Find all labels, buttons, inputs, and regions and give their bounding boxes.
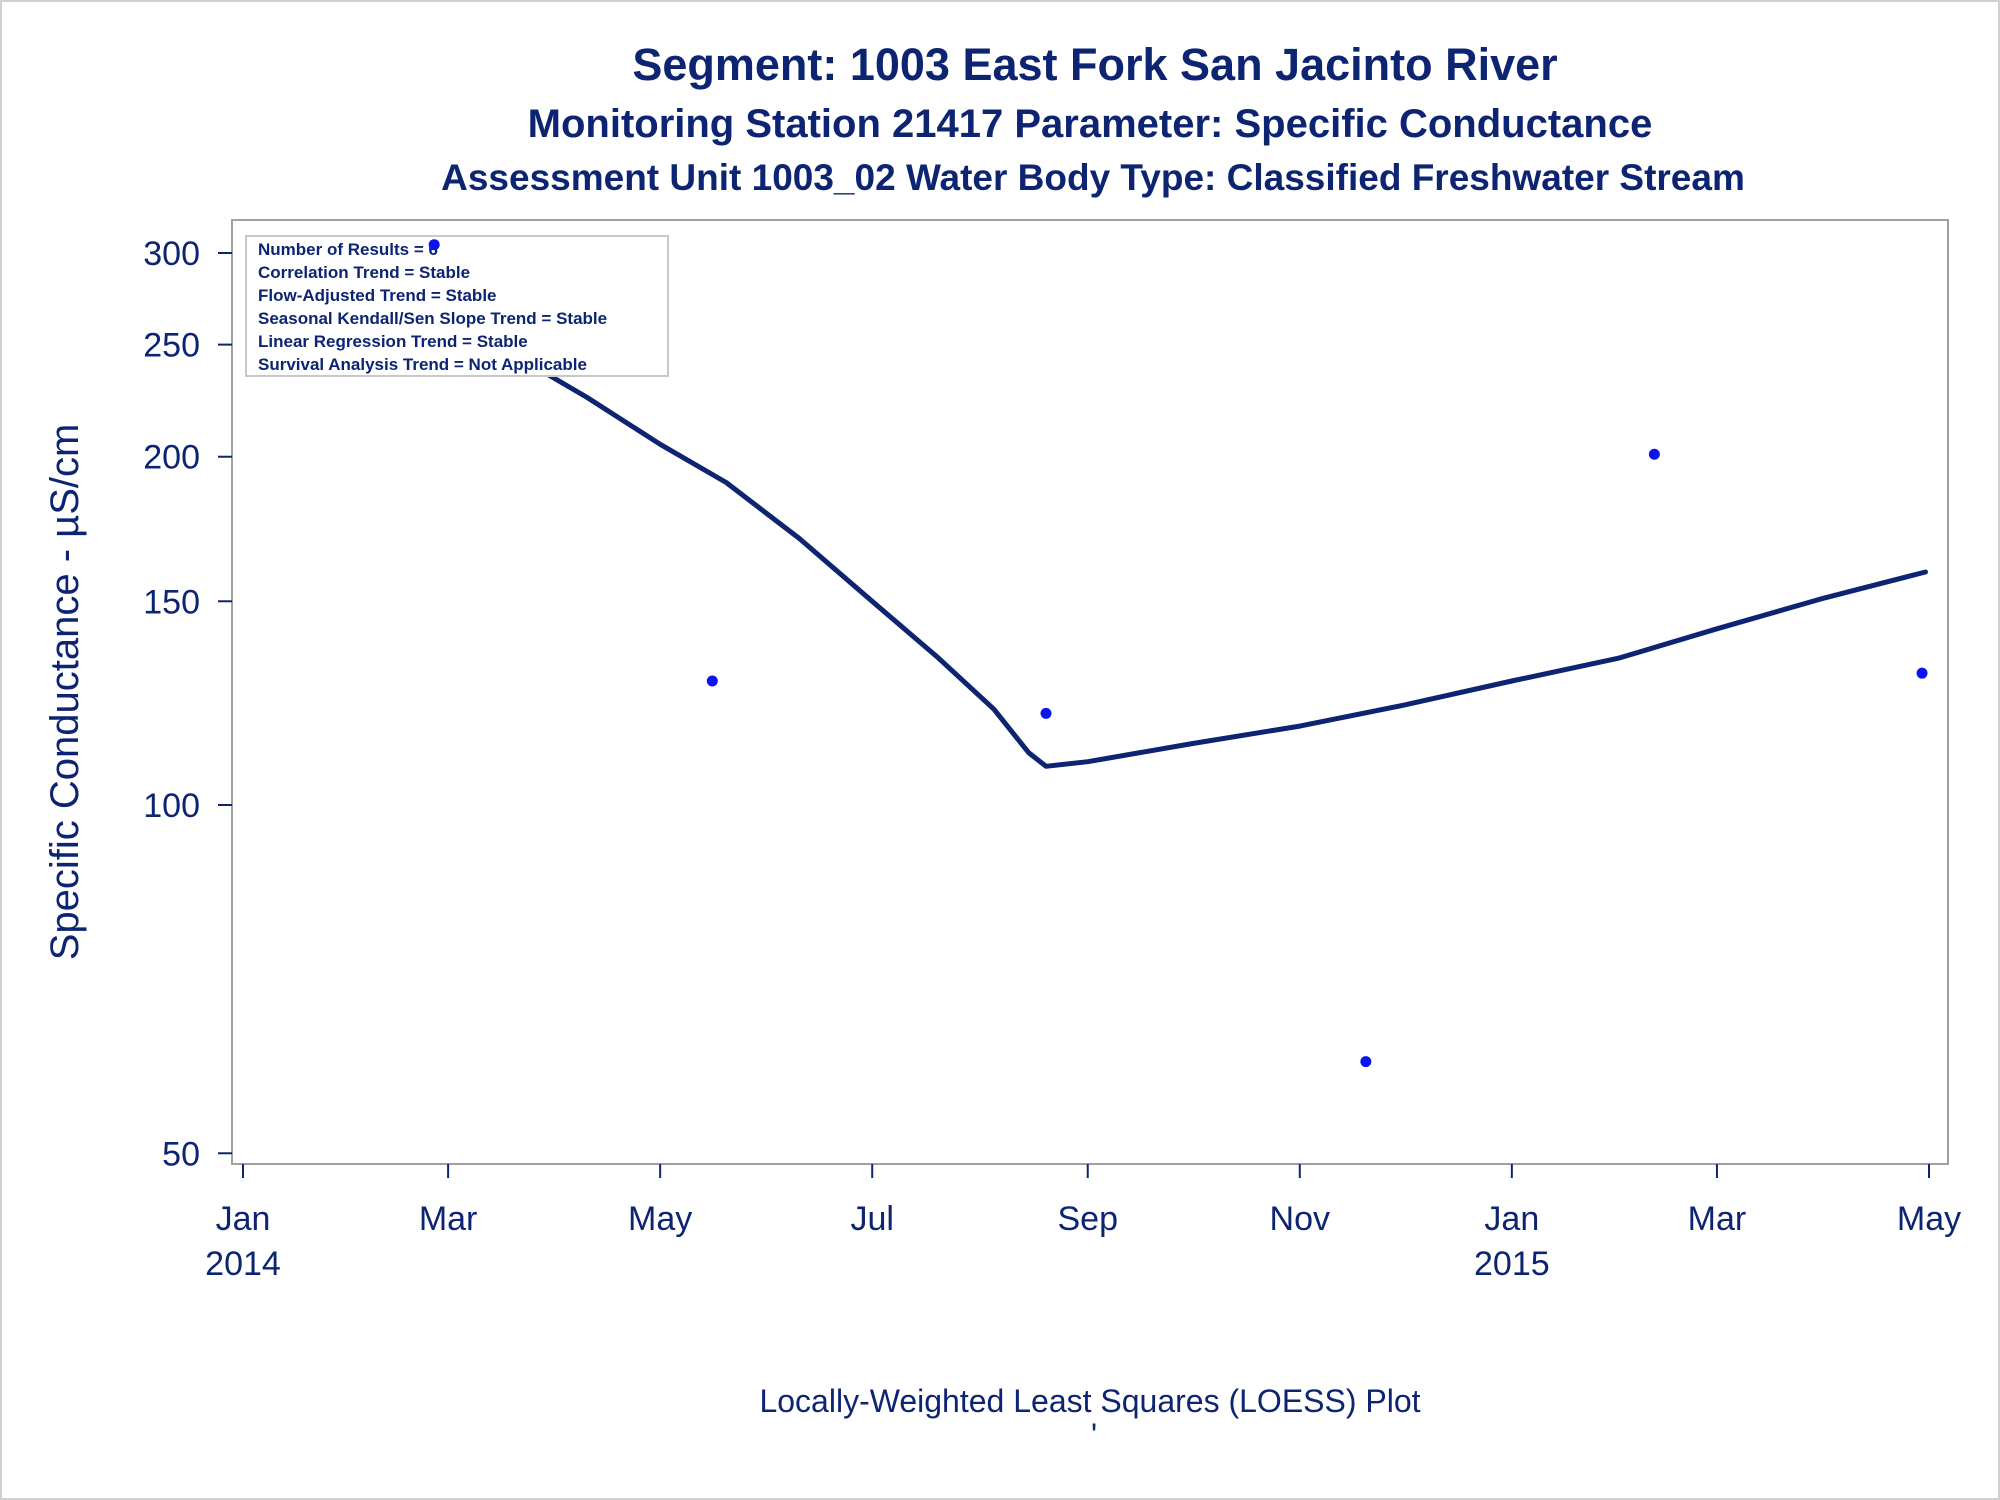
- chart-footnote: Locally-Weighted Least Squares (LOESS) P…: [759, 1383, 1420, 1419]
- x-tick-label: May: [628, 1200, 692, 1238]
- data-point: [1040, 707, 1052, 719]
- y-tick-label: 100: [143, 787, 200, 825]
- stats-line: Number of Results = 6: [258, 240, 438, 259]
- stats-line: Correlation Trend = Stable: [258, 263, 470, 282]
- stats-line: Flow-Adjusted Trend = Stable: [258, 286, 497, 305]
- data-point: [428, 239, 440, 251]
- y-tick-label: 150: [143, 583, 200, 621]
- stats-line: Seasonal Kendall/Sen Slope Trend = Stabl…: [258, 309, 607, 328]
- y-axis-label: Specific Conductance - µS/cm: [43, 424, 87, 961]
- stats-line: Survival Analysis Trend = Not Applicable: [258, 355, 587, 374]
- y-tick-label: 300: [143, 235, 200, 273]
- footnote-mark: ': [1091, 1417, 1097, 1453]
- loess-line: [431, 303, 1928, 769]
- chart-subtitle-2: Assessment Unit 1003_02 Water Body Type:…: [441, 157, 1745, 198]
- stats-line: Linear Regression Trend = Stable: [258, 332, 528, 351]
- data-point: [1648, 448, 1660, 460]
- plot-frame: [231, 219, 1949, 1165]
- x-tick-label: Jul: [850, 1200, 893, 1238]
- data-point: [706, 675, 718, 687]
- x-tick-label: Sep: [1057, 1200, 1118, 1238]
- data-point: [1916, 667, 1928, 679]
- x-tick-label: Jan: [1484, 1200, 1539, 1238]
- plot-area: 50 100 150 200 250 300 Jan 2014 Mar May Jul Sep Nov J…: [143, 219, 1961, 1283]
- x-tick-label: Jan: [216, 1200, 271, 1238]
- data-point: [1360, 1056, 1372, 1068]
- x-tick-label: Nov: [1270, 1200, 1330, 1238]
- y-tick-label: 50: [162, 1135, 200, 1173]
- chart-subtitle: Monitoring Station 21417 Parameter: Spec…: [528, 102, 1653, 146]
- x-tick-year-label: 2015: [1474, 1245, 1550, 1283]
- stats-box: [245, 235, 669, 377]
- y-tick-label: 200: [143, 439, 200, 477]
- y-tick-label: 250: [143, 327, 200, 365]
- x-tick-label: Mar: [1688, 1200, 1747, 1238]
- x-tick-label: May: [1897, 1200, 1961, 1238]
- x-tick-label: Mar: [419, 1200, 478, 1238]
- x-tick-year-label: 2014: [205, 1245, 281, 1283]
- chart-title: Segment: 1003 East Fork San Jacinto Rive…: [632, 39, 1557, 90]
